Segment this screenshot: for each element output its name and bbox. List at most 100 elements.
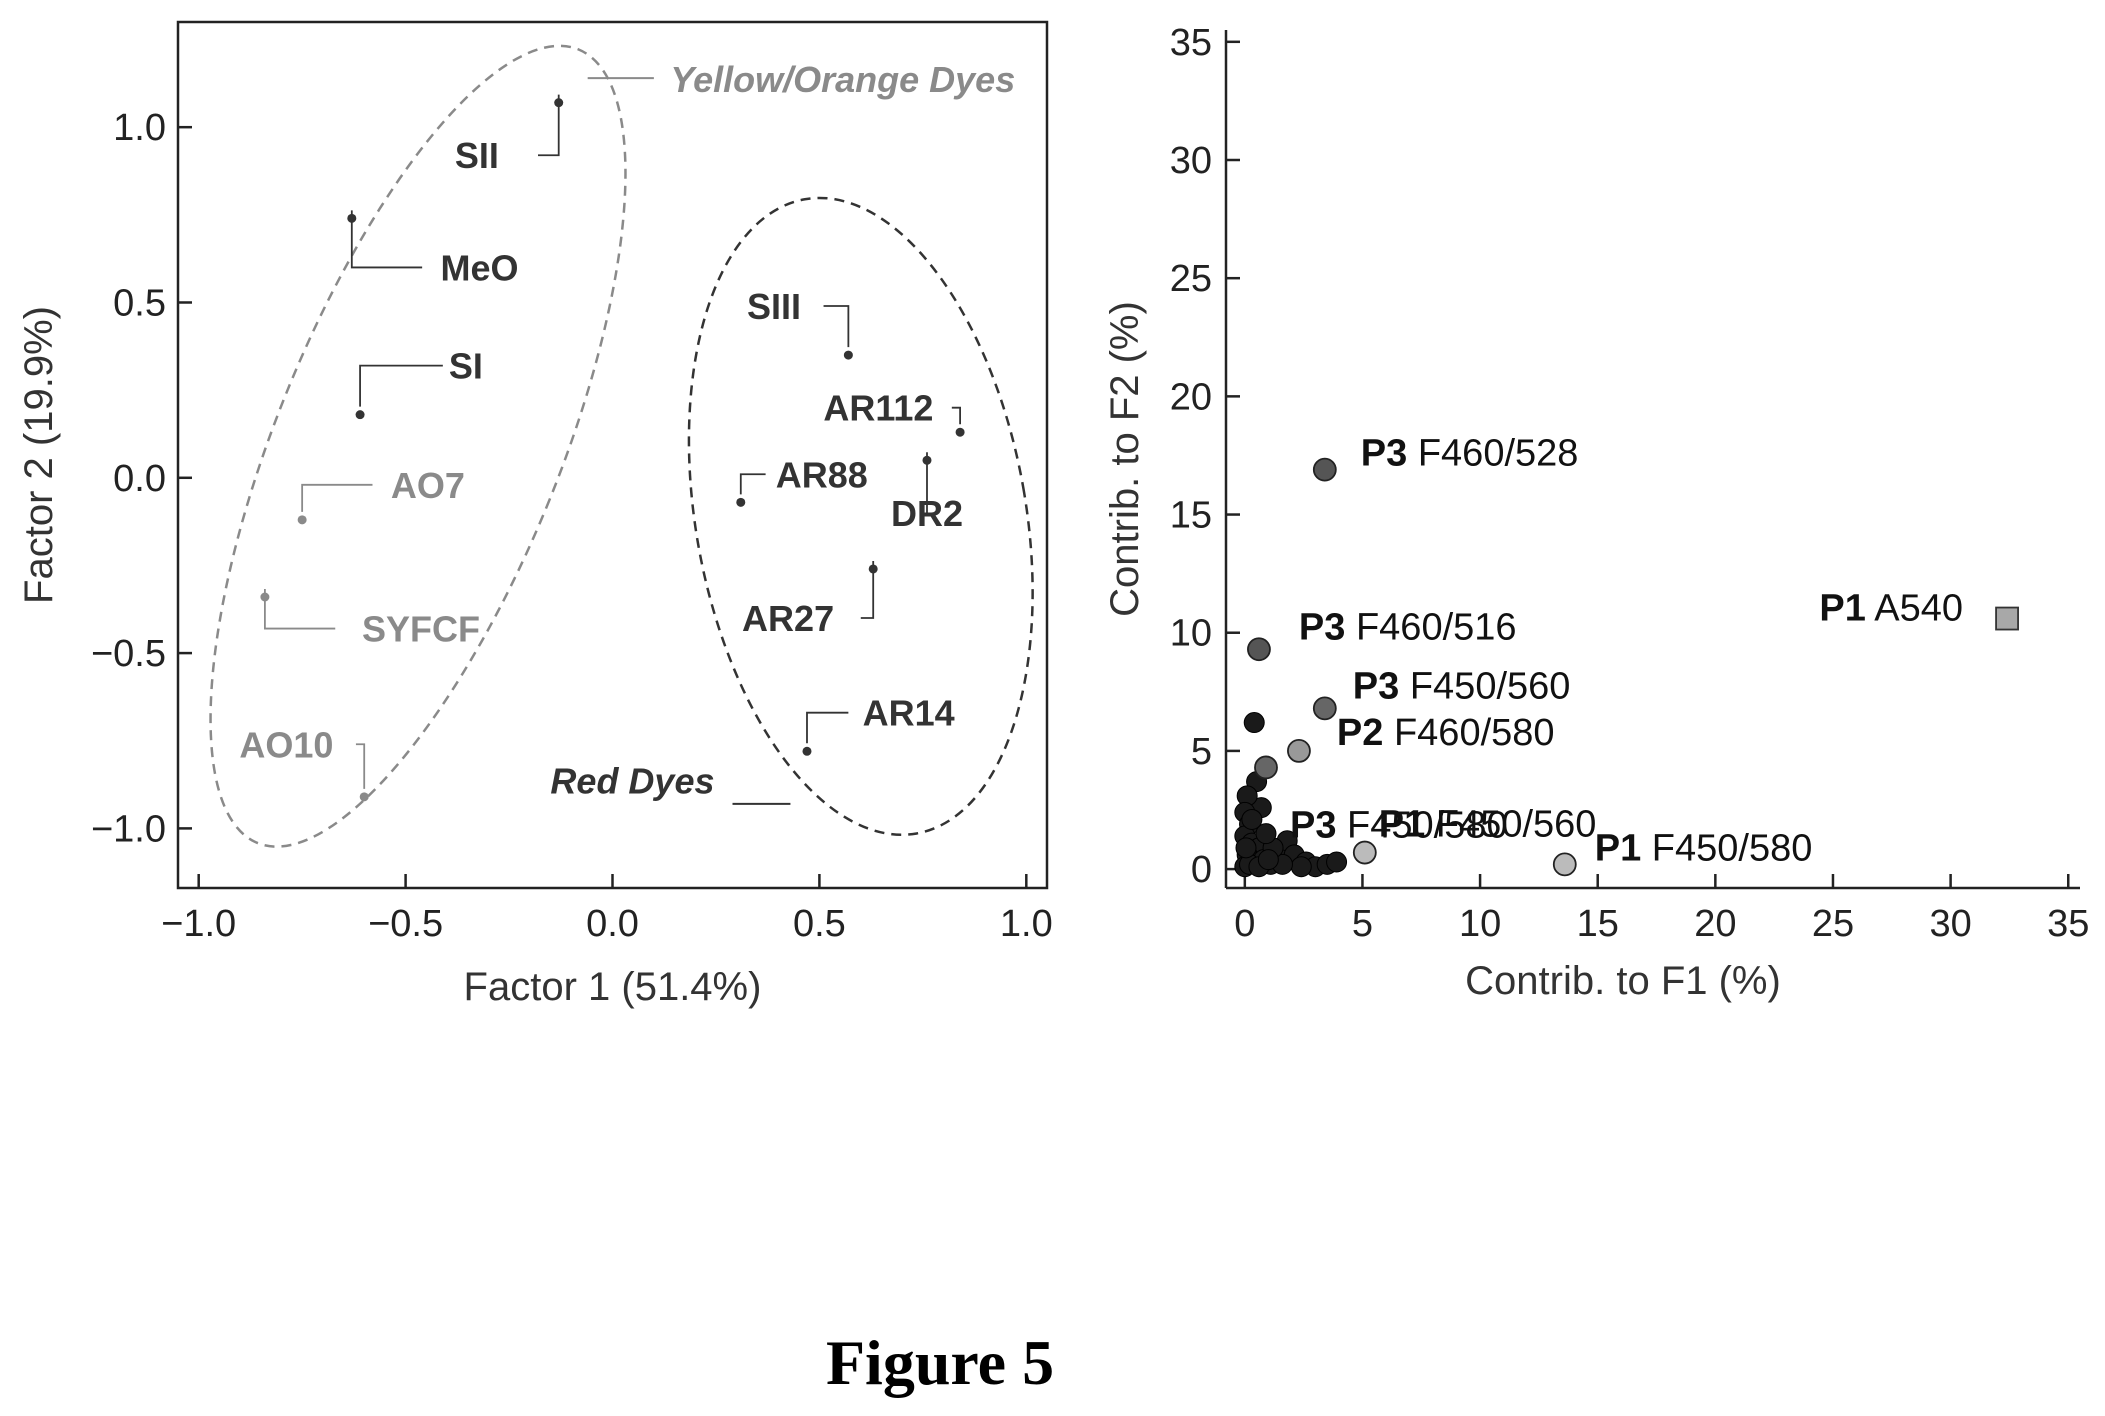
point-p1-a540 [1995, 606, 2019, 631]
y-tick-label: 5 [1191, 731, 1212, 773]
callout-line [806, 711, 849, 744]
point-label-ar88: AR88 [776, 454, 868, 495]
y-tick-label: 0.5 [113, 282, 166, 324]
x-tick-label: 35 [2047, 903, 2089, 945]
data-point-siii [843, 350, 853, 360]
x-tick-label: 25 [1812, 903, 1854, 945]
point-p1-f450-560 [1352, 840, 1377, 865]
data-point-ar27 [868, 564, 878, 574]
data-point-ao7 [297, 515, 307, 525]
callout-line [355, 743, 366, 789]
data-point-ao10 [359, 792, 369, 802]
x-tick-label: 10 [1459, 903, 1501, 945]
point-p3-f450-560 [1312, 696, 1337, 721]
y-tick-label: 30 [1170, 140, 1212, 182]
point-label-siii: SIII [747, 286, 801, 327]
y-tick-label: 1.0 [113, 107, 166, 149]
data-point-sii [554, 98, 564, 108]
point-p2-f460-580 [1287, 739, 1311, 763]
contribution-chart: 0 5 10 15 20 25 30 35 0 5 10 15 20 25 30 35 P3 F460/52… [1103, 22, 2089, 1003]
label-p2-f460-580: P2 F460/580 [1337, 712, 1555, 754]
x-tick-label: −0.5 [368, 903, 443, 945]
point-p3-f450-580 [1254, 755, 1278, 780]
pca-factor-chart: Yellow/Orange Dyes Red Dyes −1.0 −0.5 0.0 0.… [17, 20, 1053, 1009]
cluster-point [1257, 849, 1279, 871]
yellow-orange-group-ellipse [209, 44, 627, 848]
y-tick-label: 20 [1170, 376, 1212, 418]
data-point-dr2 [922, 455, 932, 465]
y-axis-label: Contrib. to F2 (%) [1103, 301, 1147, 617]
callout-line [739, 473, 766, 495]
cluster-point [1243, 712, 1265, 734]
callout-line [301, 483, 373, 512]
point-label-ar14: AR14 [863, 693, 955, 734]
label-p1-f450-580: P1 F450/580 [1595, 827, 1813, 869]
callout-line [860, 560, 875, 619]
point-label-syfcf: SYFCF [362, 609, 480, 650]
x-axis-ticks: 0 5 10 15 20 25 30 35 [1234, 874, 2089, 945]
y-tick-label: 0 [1191, 849, 1212, 891]
x-tick-label: −1.0 [161, 903, 236, 945]
y-tick-label: 10 [1170, 613, 1212, 655]
point-p3-f460-528 [1312, 457, 1337, 482]
callout-line [263, 588, 336, 630]
x-axis-label: Factor 1 (51.4%) [464, 965, 762, 1009]
y-tick-label: 25 [1170, 258, 1212, 300]
callout-line [951, 406, 961, 425]
y-tick-label: 0.0 [113, 458, 166, 500]
label-p3-f460-528: P3 F460/528 [1361, 433, 1579, 475]
x-axis-label: Contrib. to F1 (%) [1465, 959, 1781, 1003]
data-points: SII MeO SI AO7 SYFCF AO10 SIII AR112 AR88 DR2 AR27… [239, 94, 965, 802]
callout-line [350, 210, 423, 269]
point-label-si: SI [449, 346, 483, 387]
data-point-syfcf [260, 592, 270, 602]
x-tick-label: 0.5 [793, 903, 846, 945]
y-tick-label: −1.0 [91, 808, 166, 850]
point-label-dr2: DR2 [891, 493, 963, 534]
label-p3-f450-580: P3 F450/580 [1290, 804, 1508, 846]
x-tick-label: 5 [1352, 903, 1373, 945]
point-label-ao7: AO7 [391, 465, 465, 506]
label-p1-f450-560: P1 F450/560 [1379, 804, 1597, 846]
point-p3-f460-516 [1247, 637, 1271, 662]
figure-caption: Figure 5 [826, 1327, 1054, 1398]
cluster-point [1235, 837, 1257, 859]
point-p1-f450-580 [1552, 852, 1577, 877]
point-label-sii: SII [455, 135, 499, 176]
group-ellipses: Yellow/Orange Dyes Red Dyes [209, 44, 1034, 848]
red-dyes-label: Red Dyes [550, 760, 714, 801]
y-tick-label: 15 [1170, 495, 1212, 537]
y-axis-label: Factor 2 (19.9%) [17, 306, 61, 604]
cluster-point [1255, 823, 1277, 845]
cluster-points [1234, 712, 1348, 878]
callout-line [823, 305, 850, 348]
x-tick-label: 0.0 [586, 903, 639, 945]
x-tick-label: 1.0 [1000, 903, 1053, 945]
cluster-point [1326, 851, 1348, 873]
data-point-ar88 [736, 497, 746, 507]
x-tick-label: 30 [1929, 903, 1971, 945]
point-label-meo: MeO [441, 247, 519, 288]
data-point-ar14 [802, 746, 812, 756]
data-point-ar112 [955, 427, 965, 437]
label-p3-f460-516: P3 F460/516 [1299, 606, 1517, 648]
x-tick-label: 20 [1694, 903, 1736, 945]
x-axis-ticks: −1.0 −0.5 0.0 0.5 1.0 [161, 874, 1053, 945]
x-tick-label: 15 [1577, 903, 1619, 945]
y-axis-ticks: 0 5 10 15 20 25 30 35 [1170, 22, 1240, 891]
point-label-ar112: AR112 [823, 388, 933, 429]
labeled-points: P3 F460/528 P3 F460/516 P1 A540 P3 F450/560… [1247, 433, 2019, 877]
x-tick-label: 0 [1234, 903, 1255, 945]
point-label-ar27: AR27 [742, 598, 834, 639]
yellow-orange-dyes-label: Yellow/Orange Dyes [670, 59, 1015, 100]
y-axis-ticks: −1.0 −0.5 0.0 0.5 1.0 [91, 107, 192, 850]
callout-line [538, 94, 560, 157]
callout-line [359, 364, 443, 407]
cluster-point [1290, 856, 1312, 878]
data-point-meo [347, 213, 357, 223]
point-label-ao10: AO10 [239, 724, 333, 765]
label-p3-f450-560: P3 F450/560 [1353, 665, 1571, 707]
y-tick-label: 35 [1170, 22, 1212, 64]
label-p1-a540: P1 A540 [1819, 588, 1963, 630]
